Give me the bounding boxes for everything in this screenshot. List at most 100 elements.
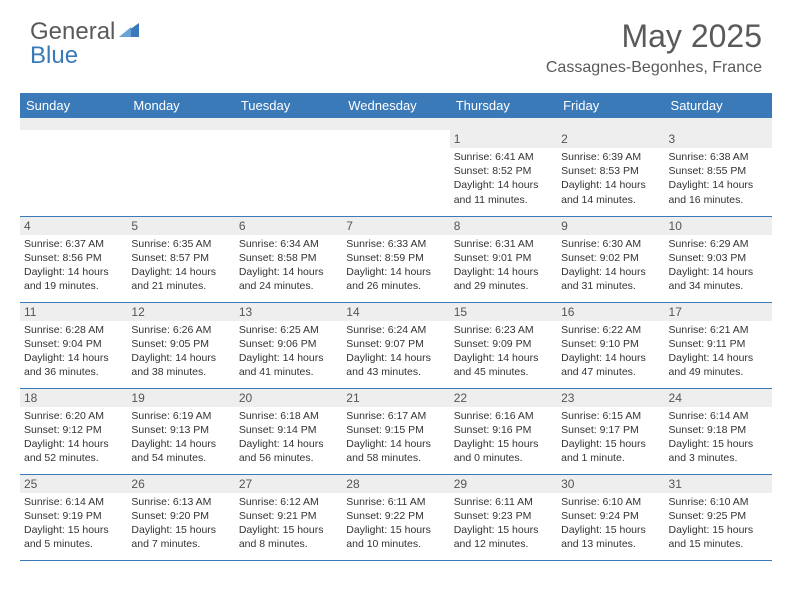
day-number: 4	[20, 217, 127, 235]
day-number: 18	[20, 389, 127, 407]
day-info: Sunrise: 6:15 AMSunset: 9:17 PMDaylight:…	[561, 409, 660, 466]
day-info: Sunrise: 6:21 AMSunset: 9:11 PMDaylight:…	[669, 323, 768, 380]
day-cell-10: 10 Sunrise: 6:29 AMSunset: 9:03 PMDayligh…	[665, 216, 772, 302]
day-number: 20	[235, 389, 342, 407]
day-cell-2: 2Sunrise: 6:39 AMSunset: 8:53 PMDaylight…	[557, 130, 664, 216]
day-cell-24: 24Sunrise: 6:14 AMSunset: 9:18 PMDayligh…	[665, 388, 772, 474]
day-number: 5	[127, 217, 234, 235]
day-cell-16: 16Sunrise: 6:22 AMSunset: 9:10 PMDayligh…	[557, 302, 664, 388]
day-info: Sunrise: 6:11 AMSunset: 9:22 PMDaylight:…	[346, 495, 445, 552]
day-cell-7: 7 Sunrise: 6:33 AMSunset: 8:59 PMDaylight…	[342, 216, 449, 302]
day-number: 6	[235, 217, 342, 235]
day-cell-26: 26Sunrise: 6:13 AMSunset: 9:20 PMDayligh…	[127, 474, 234, 560]
day-header-tuesday: Tuesday	[235, 93, 342, 118]
day-info: Sunrise: 6:29 AMSunset: 9:03 PMDaylight:…	[669, 237, 768, 294]
day-number: 12	[127, 303, 234, 321]
day-info: Sunrise: 6:35 AMSunset: 8:57 PMDaylight:…	[131, 237, 230, 294]
day-cell-3: 3Sunrise: 6:38 AMSunset: 8:55 PMDaylight…	[665, 130, 772, 216]
location-label: Cassagnes-Begonhes, France	[546, 59, 762, 77]
logo-triangle-icon	[119, 21, 141, 44]
day-info: Sunrise: 6:19 AMSunset: 9:13 PMDaylight:…	[131, 409, 230, 466]
day-number: 2	[557, 130, 664, 148]
day-number: 16	[557, 303, 664, 321]
day-cell-5: 5 Sunrise: 6:35 AMSunset: 8:57 PMDaylight…	[127, 216, 234, 302]
week-row: 1 Sunrise: 6:41 AMSunset: 8:52 PMDaylight…	[20, 130, 772, 216]
day-header-monday: Monday	[127, 93, 234, 118]
calendar-table: SundayMondayTuesdayWednesdayThursdayFrid…	[20, 93, 772, 561]
day-info: Sunrise: 6:23 AMSunset: 9:09 PMDaylight:…	[454, 323, 553, 380]
day-info: Sunrise: 6:14 AMSunset: 9:19 PMDaylight:…	[24, 495, 123, 552]
day-cell-22: 22 Sunrise: 6:16 AMSunset: 9:16 PMDayligh…	[450, 388, 557, 474]
day-number: 7	[342, 217, 449, 235]
day-info: Sunrise: 6:13 AMSunset: 9:20 PMDaylight:…	[131, 495, 230, 552]
day-header-thursday: Thursday	[450, 93, 557, 118]
day-info: Sunrise: 6:17 AMSunset: 9:15 PMDaylight:…	[346, 409, 445, 466]
day-info: Sunrise: 6:28 AMSunset: 9:04 PMDaylight:…	[24, 323, 123, 380]
day-cell-1: 1 Sunrise: 6:41 AMSunset: 8:52 PMDaylight…	[450, 130, 557, 216]
day-header-wednesday: Wednesday	[342, 93, 449, 118]
day-number: 1	[450, 130, 557, 148]
day-number: 3	[665, 130, 772, 148]
day-cell-18: 18 Sunrise: 6:20 AMSunset: 9:12 PMDayligh…	[20, 388, 127, 474]
empty-day-cell	[127, 130, 234, 216]
day-number: 22	[450, 389, 557, 407]
week-row: 11Sunrise: 6:28 AMSunset: 9:04 PMDayligh…	[20, 302, 772, 388]
day-header-friday: Friday	[557, 93, 664, 118]
day-cell-14: 14Sunrise: 6:24 AMSunset: 9:07 PMDayligh…	[342, 302, 449, 388]
day-info: Sunrise: 6:10 AMSunset: 9:25 PMDaylight:…	[669, 495, 768, 552]
day-number: 21	[342, 389, 449, 407]
week-row: 25 Sunrise: 6:14 AMSunset: 9:19 PMDayligh…	[20, 474, 772, 560]
day-number: 8	[450, 217, 557, 235]
title-block: May 2025 Cassagnes-Begonhes, France	[546, 18, 762, 77]
day-cell-11: 11Sunrise: 6:28 AMSunset: 9:04 PMDayligh…	[20, 302, 127, 388]
month-title: May 2025	[546, 18, 762, 55]
day-info: Sunrise: 6:34 AMSunset: 8:58 PMDaylight:…	[239, 237, 338, 294]
day-cell-23: 23 Sunrise: 6:15 AMSunset: 9:17 PMDayligh…	[557, 388, 664, 474]
day-info: Sunrise: 6:25 AMSunset: 9:06 PMDaylight:…	[239, 323, 338, 380]
day-cell-15: 15 Sunrise: 6:23 AMSunset: 9:09 PMDayligh…	[450, 302, 557, 388]
day-info: Sunrise: 6:33 AMSunset: 8:59 PMDaylight:…	[346, 237, 445, 294]
day-cell-12: 12 Sunrise: 6:26 AMSunset: 9:05 PMDayligh…	[127, 302, 234, 388]
week-row: 4 Sunrise: 6:37 AMSunset: 8:56 PMDaylight…	[20, 216, 772, 302]
day-header-saturday: Saturday	[665, 93, 772, 118]
day-cell-19: 19 Sunrise: 6:19 AMSunset: 9:13 PMDayligh…	[127, 388, 234, 474]
day-cell-13: 13 Sunrise: 6:25 AMSunset: 9:06 PMDayligh…	[235, 302, 342, 388]
day-number: 29	[450, 475, 557, 493]
day-number: 23	[557, 389, 664, 407]
day-info: Sunrise: 6:26 AMSunset: 9:05 PMDaylight:…	[131, 323, 230, 380]
day-info: Sunrise: 6:41 AMSunset: 8:52 PMDaylight:…	[454, 150, 553, 207]
day-info: Sunrise: 6:10 AMSunset: 9:24 PMDaylight:…	[561, 495, 660, 552]
day-cell-25: 25 Sunrise: 6:14 AMSunset: 9:19 PMDayligh…	[20, 474, 127, 560]
day-cell-30: 30 Sunrise: 6:10 AMSunset: 9:24 PMDayligh…	[557, 474, 664, 560]
week-row: 18 Sunrise: 6:20 AMSunset: 9:12 PMDayligh…	[20, 388, 772, 474]
empty-day-cell	[20, 130, 127, 216]
day-number: 9	[557, 217, 664, 235]
logo-text-blue: Blue	[30, 42, 78, 70]
day-number: 13	[235, 303, 342, 321]
day-info: Sunrise: 6:30 AMSunset: 9:02 PMDaylight:…	[561, 237, 660, 294]
day-info: Sunrise: 6:12 AMSunset: 9:21 PMDaylight:…	[239, 495, 338, 552]
calendar-body: 1 Sunrise: 6:41 AMSunset: 8:52 PMDaylight…	[20, 118, 772, 560]
logo-line2: Blue	[30, 42, 78, 70]
day-cell-4: 4 Sunrise: 6:37 AMSunset: 8:56 PMDaylight…	[20, 216, 127, 302]
day-cell-31: 31Sunrise: 6:10 AMSunset: 9:25 PMDayligh…	[665, 474, 772, 560]
day-number: 24	[665, 389, 772, 407]
day-info: Sunrise: 6:20 AMSunset: 9:12 PMDaylight:…	[24, 409, 123, 466]
day-info: Sunrise: 6:24 AMSunset: 9:07 PMDaylight:…	[346, 323, 445, 380]
day-cell-27: 27Sunrise: 6:12 AMSunset: 9:21 PMDayligh…	[235, 474, 342, 560]
day-cell-29: 29Sunrise: 6:11 AMSunset: 9:23 PMDayligh…	[450, 474, 557, 560]
day-number: 10	[665, 217, 772, 235]
day-number: 30	[557, 475, 664, 493]
empty-day-cell	[342, 130, 449, 216]
day-info: Sunrise: 6:16 AMSunset: 9:16 PMDaylight:…	[454, 409, 553, 466]
day-cell-6: 6 Sunrise: 6:34 AMSunset: 8:58 PMDaylight…	[235, 216, 342, 302]
day-info: Sunrise: 6:37 AMSunset: 8:56 PMDaylight:…	[24, 237, 123, 294]
day-cell-8: 8Sunrise: 6:31 AMSunset: 9:01 PMDaylight…	[450, 216, 557, 302]
day-number: 19	[127, 389, 234, 407]
day-number: 28	[342, 475, 449, 493]
day-number: 25	[20, 475, 127, 493]
day-info: Sunrise: 6:18 AMSunset: 9:14 PMDaylight:…	[239, 409, 338, 466]
day-number: 17	[665, 303, 772, 321]
day-number: 15	[450, 303, 557, 321]
day-cell-28: 28 Sunrise: 6:11 AMSunset: 9:22 PMDayligh…	[342, 474, 449, 560]
